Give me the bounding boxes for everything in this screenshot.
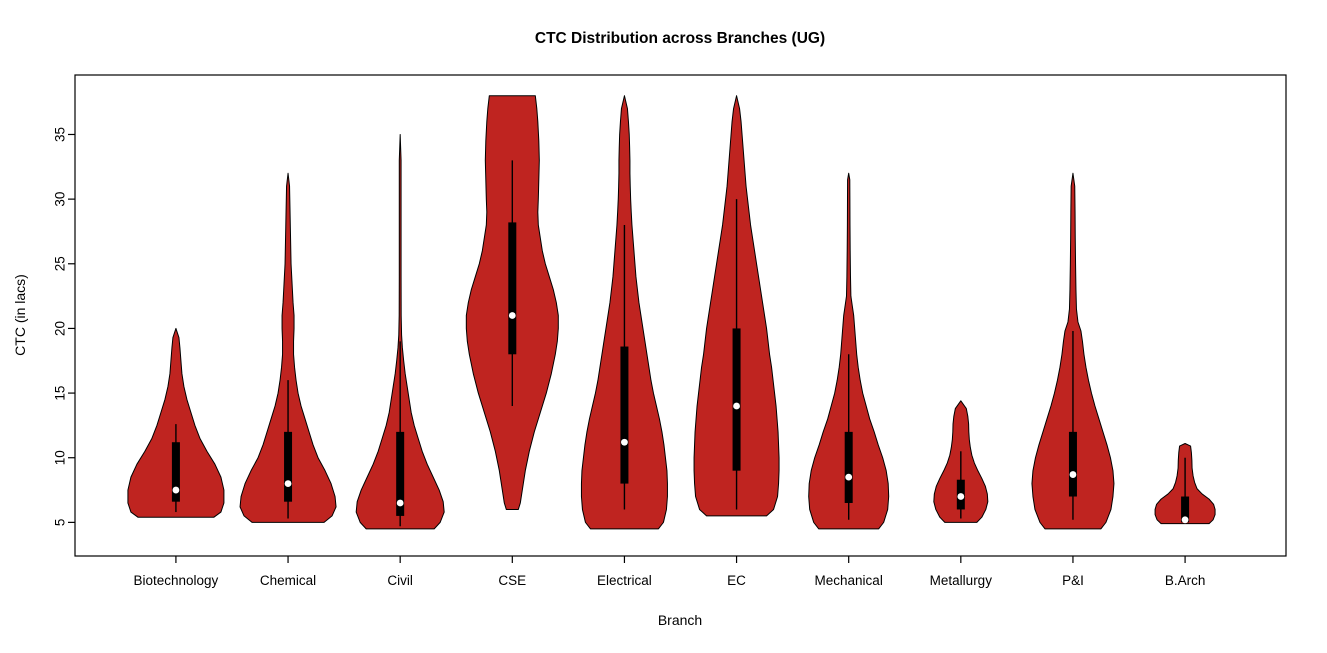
y-tick-label: 35 (53, 127, 68, 142)
median-dot (733, 402, 740, 410)
x-tick-label-p-i: P&I (1062, 573, 1084, 588)
iqr-box (396, 431, 405, 516)
y-tick-label: 20 (53, 321, 68, 336)
x-tick-label-mechanical: Mechanical (815, 573, 883, 588)
median-dot (284, 480, 292, 487)
iqr-box (1181, 496, 1190, 523)
x-tick-label-chemical: Chemical (260, 573, 316, 588)
y-tick-label: 25 (53, 256, 68, 271)
median-dot (172, 486, 180, 494)
iqr-box (171, 442, 180, 502)
x-tick-label-ec: EC (727, 573, 746, 588)
y-tick-label: 5 (53, 519, 68, 527)
median-dot (508, 312, 516, 319)
x-tick-label-electrical: Electrical (597, 573, 652, 588)
iqr-box (1068, 431, 1077, 497)
iqr-box (284, 431, 293, 502)
iqr-box (732, 328, 741, 471)
x-axis-title: Branch (657, 612, 703, 628)
iqr-box (508, 222, 517, 355)
x-tick-label-biotechnology: Biotechnology (134, 573, 219, 588)
y-tick-label: 15 (53, 386, 68, 401)
plot-border (74, 74, 1287, 557)
median-dot (845, 473, 853, 481)
median-dot (1181, 516, 1189, 524)
chart-title: CTC Distribution across Branches (UG) (534, 30, 826, 47)
iqr-box (844, 431, 853, 503)
x-tick-label-civil: Civil (387, 573, 413, 588)
y-tick-label: 10 (53, 450, 68, 465)
median-dot (957, 493, 965, 500)
x-tick-label-b-arch: B.Arch (1165, 573, 1206, 588)
median-dot (621, 438, 628, 446)
y-axis-title: CTC (in lacs) (12, 274, 28, 356)
x-tick-label-metallurgy: Metallurgy (930, 573, 993, 588)
iqr-box (620, 346, 629, 484)
violin-civil (355, 133, 445, 530)
violin-chemical (239, 172, 337, 523)
violin-mechanical (808, 172, 890, 530)
y-tick-label: 30 (53, 192, 68, 207)
x-tick-label-cse: CSE (498, 573, 526, 588)
median-dot (396, 499, 404, 507)
violin-biotechnology (127, 327, 225, 518)
median-dot (1069, 471, 1077, 478)
